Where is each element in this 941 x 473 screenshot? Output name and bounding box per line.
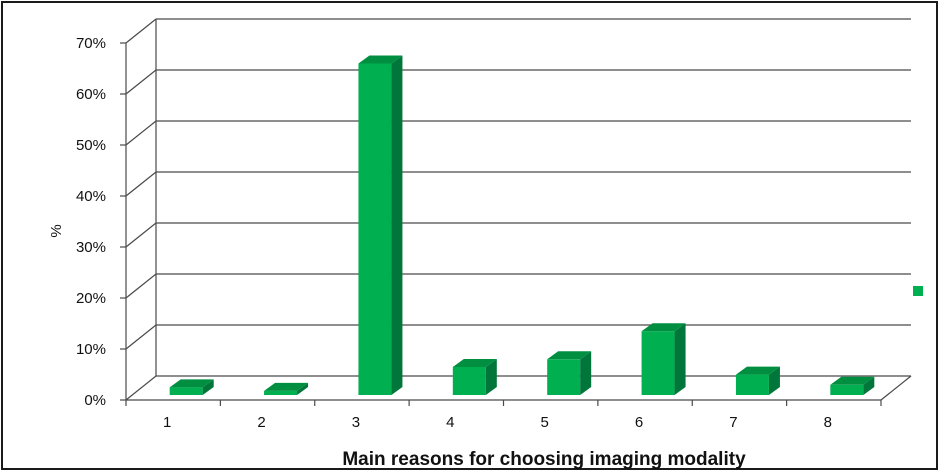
gridline-wall — [125, 324, 157, 350]
bar-side — [297, 382, 309, 395]
x-tick-label: 6 — [635, 414, 643, 431]
gridline-wall — [125, 18, 157, 44]
bar-front — [641, 331, 675, 395]
bar-front — [358, 63, 392, 395]
bar-top — [452, 358, 497, 367]
x-axis-label: Main reasons for choosing imaging modali… — [342, 449, 746, 470]
x-tick-label: 1 — [163, 414, 171, 431]
bars — [169, 55, 875, 395]
x-axis-ticks: 1 2 3 4 5 6 7 8 — [125, 400, 882, 431]
bar-2 — [264, 382, 309, 395]
gridline-wall — [125, 120, 157, 146]
y-tick-label: 20% — [76, 290, 106, 307]
bar-8 — [830, 376, 875, 395]
bar-front — [264, 390, 298, 395]
bar-4 — [452, 358, 497, 395]
x-tick-label: 2 — [257, 414, 265, 431]
y-tick-label: 0% — [84, 392, 106, 409]
bar-front — [735, 374, 769, 395]
bar-3 — [358, 55, 403, 395]
bar-front — [169, 387, 203, 395]
bar-side — [485, 358, 497, 395]
floor-edge — [880, 375, 912, 401]
x-tick-label: 8 — [824, 414, 832, 431]
y-axis-label: % — [48, 224, 65, 237]
bar-side — [580, 351, 592, 395]
bar-top — [735, 366, 780, 375]
legend-marker — [913, 286, 923, 296]
bar-top — [547, 351, 592, 360]
bar-side — [768, 366, 780, 395]
gridlines — [120, 18, 912, 401]
y-tick-label: 10% — [76, 341, 106, 358]
bar-side — [202, 379, 214, 395]
y-tick-label: 60% — [76, 86, 106, 103]
gridline-wall — [125, 375, 157, 401]
bar-side — [674, 323, 686, 395]
bar-6 — [641, 323, 686, 395]
y-tick-label: 30% — [76, 239, 106, 256]
bar-top — [264, 382, 309, 391]
gridline-wall — [125, 69, 157, 95]
gridline-wall — [125, 222, 157, 248]
y-tick-label: 40% — [76, 188, 106, 205]
gridline-wall — [125, 171, 157, 197]
bar-5 — [547, 351, 592, 395]
y-tick-label: 50% — [76, 137, 106, 154]
x-tick-label: 3 — [352, 414, 360, 431]
bar-front — [452, 366, 486, 395]
bar-front — [547, 359, 581, 395]
y-axis-ticks: 0% 10% 20% 30% 40% 50% 60% 70% — [76, 35, 106, 409]
bar-top — [358, 55, 403, 64]
bar-top — [641, 323, 686, 332]
bar-front — [830, 384, 864, 395]
bar-side — [391, 55, 403, 395]
x-tick-label: 7 — [729, 414, 737, 431]
bar-top — [830, 376, 875, 385]
gridline-wall — [125, 273, 157, 299]
x-tick-label: 5 — [541, 414, 549, 431]
bar-chart: 0% 10% 20% 30% 40% 50% 60% 70% 1 2 3 4 5 6 7 8 % Main … — [48, 18, 923, 470]
y-tick-label: 70% — [76, 35, 106, 52]
x-tick-label: 4 — [446, 414, 454, 431]
bar-top — [169, 379, 214, 388]
bar-side — [863, 376, 875, 395]
bar-7 — [735, 366, 780, 395]
bar-1 — [169, 379, 214, 395]
